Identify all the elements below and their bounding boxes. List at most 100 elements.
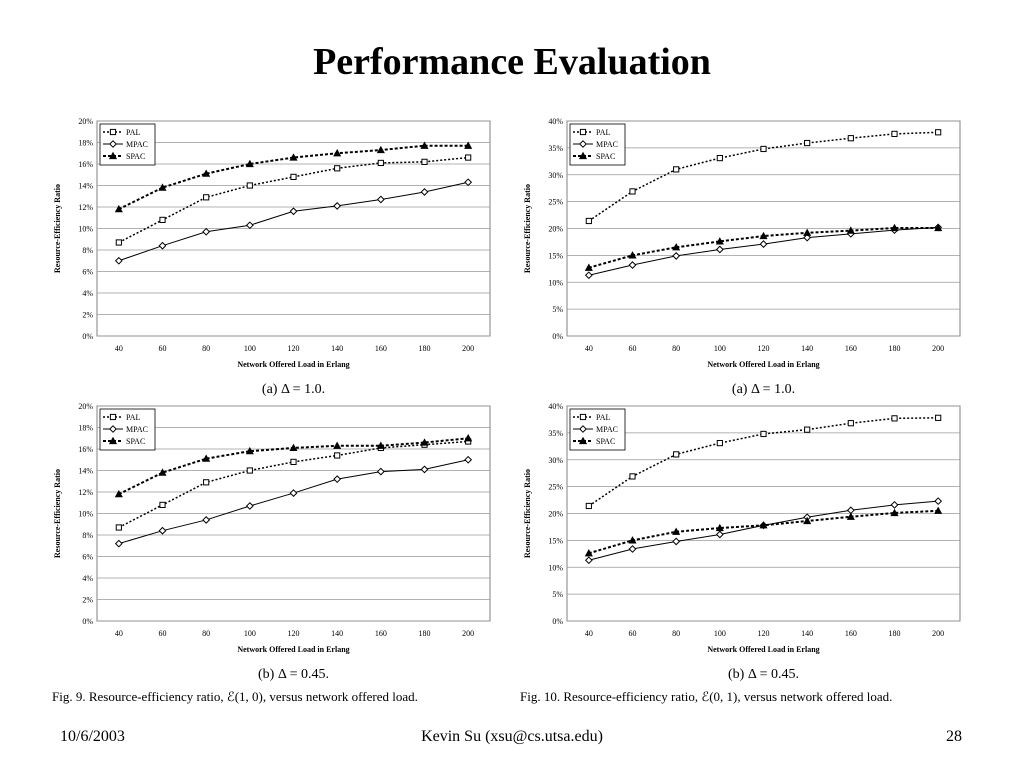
point-spac: [890, 508, 899, 517]
y-tick-label: 40%: [548, 402, 563, 411]
slide-title: Performance Evaluation: [313, 41, 711, 83]
y-tick-label: 0%: [552, 332, 563, 341]
point-pal: [760, 430, 767, 438]
y-tick-label: 14%: [78, 467, 93, 476]
point-spac: [114, 204, 123, 213]
point-spac: [628, 536, 637, 544]
point-mpac: [759, 240, 768, 248]
point-pal: [115, 524, 122, 531]
point-spac: [803, 516, 812, 525]
y-tick-label: 35%: [548, 429, 563, 438]
sub-caption: (b) Δ = 0.45.: [258, 667, 329, 682]
series-line-pal: [588, 417, 939, 507]
point-spac: [420, 141, 429, 149]
y-tick-label: 8%: [82, 246, 93, 255]
legend-label-spac: SPAC: [596, 152, 615, 161]
y-axis-title: Resource-Efficiency Ratio: [523, 184, 532, 273]
sub-caption: (b) Δ = 0.45.: [728, 667, 799, 682]
point-spac: [934, 223, 943, 232]
x-tick-label: 80: [672, 344, 680, 353]
y-tick-label: 8%: [82, 531, 93, 540]
point-mpac: [672, 252, 681, 260]
point-pal: [891, 130, 898, 137]
point-mpac: [628, 261, 637, 269]
y-tick-label: 10%: [78, 510, 93, 519]
point-spac: [890, 223, 899, 232]
fig9a-svg: 0% 2% 4% 6% 8% 10% 12% 14% 16% 18% 20% 40 60 80 100 120…: [53, 117, 491, 397]
point-pal: [334, 452, 341, 459]
point-spac: [289, 443, 298, 452]
y-tick-label: 6%: [82, 268, 93, 277]
legend-label-mpac: MPAC: [596, 140, 618, 149]
point-mpac: [114, 256, 123, 265]
legend-marker-mpac: [109, 425, 117, 433]
legend-marker-spac: [108, 151, 118, 160]
x-axis-title: Network Offered Load in Erlang: [237, 645, 349, 654]
x-tick-label: 120: [288, 344, 300, 353]
point-pal: [290, 173, 297, 180]
point-mpac: [628, 545, 637, 553]
x-tick-label: 80: [202, 344, 210, 353]
y-tick-label: 25%: [548, 198, 563, 207]
point-pal: [585, 217, 592, 225]
legend-label-spac: SPAC: [596, 437, 615, 446]
y-tick-label: 5%: [552, 305, 563, 314]
point-spac: [202, 454, 211, 462]
point-pal: [847, 420, 854, 427]
point-pal: [377, 159, 384, 167]
point-mpac: [376, 467, 385, 476]
legend: PAL MPAC SPAC: [99, 123, 156, 166]
y-tick-label: 15%: [548, 536, 563, 545]
legend-marker-mpac: [579, 140, 587, 148]
point-pal: [935, 129, 942, 136]
legend-marker-spac: [578, 436, 588, 445]
point-mpac: [934, 497, 943, 506]
x-tick-label: 80: [672, 629, 680, 638]
point-spac: [245, 159, 254, 168]
point-pal: [159, 216, 166, 224]
point-pal: [203, 479, 210, 486]
x-tick-label: 100: [244, 344, 256, 353]
point-pal: [203, 194, 210, 201]
point-mpac: [158, 526, 167, 535]
legend-label-pal: PAL: [126, 128, 140, 137]
legend-label-mpac: MPAC: [126, 140, 148, 149]
y-tick-label: 14%: [78, 182, 93, 191]
x-tick-label: 140: [331, 344, 343, 353]
legend-marker-pal: [109, 413, 117, 421]
point-mpac: [715, 245, 724, 254]
point-spac: [420, 438, 429, 446]
point-spac: [715, 523, 724, 532]
series-line-pal: [588, 131, 939, 222]
x-tick-label: 60: [629, 629, 637, 638]
point-mpac: [202, 516, 211, 524]
x-tick-label: 140: [801, 629, 813, 638]
y-tick-label: 20%: [548, 225, 563, 234]
x-axis-title: Network Offered Load in Erlang: [707, 645, 819, 654]
point-mpac: [420, 465, 429, 474]
y-tick-label: 20%: [78, 402, 93, 411]
y-axis-title: Resource-Efficiency Ratio: [523, 469, 532, 558]
legend-label-pal: PAL: [596, 413, 610, 422]
y-tick-label: 18%: [78, 139, 93, 148]
point-spac: [803, 228, 812, 236]
legend-marker-spac: [578, 151, 588, 160]
point-mpac: [584, 271, 593, 280]
x-tick-label: 60: [159, 629, 167, 638]
point-mpac: [333, 475, 342, 484]
x-tick-label: 180: [419, 629, 431, 638]
point-pal: [465, 154, 472, 161]
point-pal: [629, 473, 636, 480]
point-pal: [115, 239, 122, 246]
point-spac: [672, 527, 681, 535]
point-pal: [246, 467, 253, 474]
y-tick-label: 20%: [548, 510, 563, 519]
footer-author: Kevin Su (xsu@cs.utsa.edu): [421, 728, 603, 745]
x-axis-title: Network Offered Load in Erlang: [237, 360, 349, 369]
y-tick-label: 4%: [82, 289, 93, 298]
point-spac: [114, 489, 123, 498]
point-spac: [158, 183, 167, 191]
y-tick-label: 5%: [552, 590, 563, 599]
point-spac: [333, 441, 342, 449]
x-tick-label: 200: [932, 344, 944, 353]
